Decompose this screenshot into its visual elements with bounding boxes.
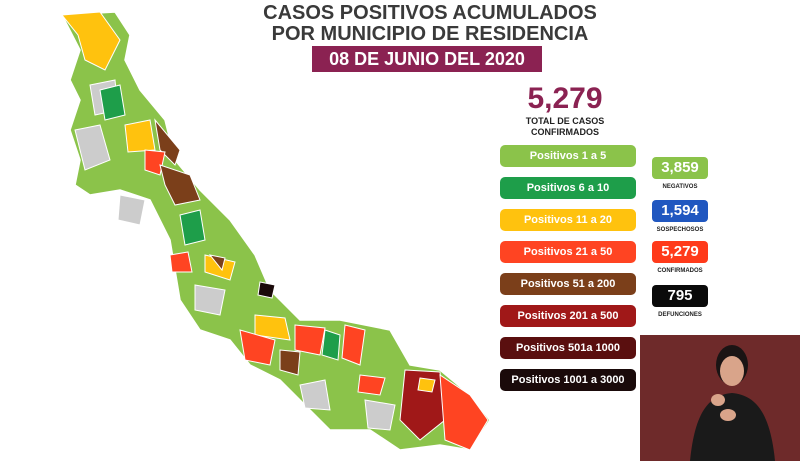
legend-item: Positivos 1001 a 3000 bbox=[500, 369, 636, 391]
legend-item: Positivos 11 a 20 bbox=[500, 209, 636, 231]
interpreter-video bbox=[640, 335, 800, 461]
total-caption: TOTAL DE CASOS bbox=[525, 116, 605, 126]
stat-value: 1,594 bbox=[652, 200, 708, 222]
date-banner: 08 DE JUNIO DEL 2020 bbox=[312, 46, 542, 72]
stat-label: CONFIRMADOS bbox=[657, 268, 703, 274]
stat-value: 795 bbox=[652, 285, 708, 307]
legend-item: Positivos 1 a 5 bbox=[500, 145, 636, 167]
stat-value: 3,859 bbox=[652, 157, 708, 179]
total-caption: CONFIRMADOS bbox=[531, 127, 599, 137]
title-line: CASOS POSITIVOS ACUMULADOS bbox=[263, 2, 597, 24]
legend-item: Positivos 21 a 50 bbox=[500, 241, 636, 263]
stat-label: DEFUNCIONES bbox=[658, 312, 702, 318]
legend-item: Positivos 501a 1000 bbox=[500, 337, 636, 359]
stat-label: NEGATIVOS bbox=[662, 184, 698, 190]
legend-item: Positivos 51 a 200 bbox=[500, 273, 636, 295]
municipalities bbox=[61, 11, 489, 451]
stat-label: SOSPECHOSOS bbox=[656, 227, 704, 233]
legend-item: Positivos 6 a 10 bbox=[500, 177, 636, 199]
legend-item: Positivos 201 a 500 bbox=[500, 305, 636, 327]
title-line: POR MUNICIPIO DE RESIDENCIA bbox=[271, 23, 589, 45]
map bbox=[60, 11, 491, 451]
stat-value: 5,279 bbox=[652, 241, 708, 263]
interpreter bbox=[640, 335, 800, 461]
total-cases: 5,279 bbox=[527, 82, 603, 115]
